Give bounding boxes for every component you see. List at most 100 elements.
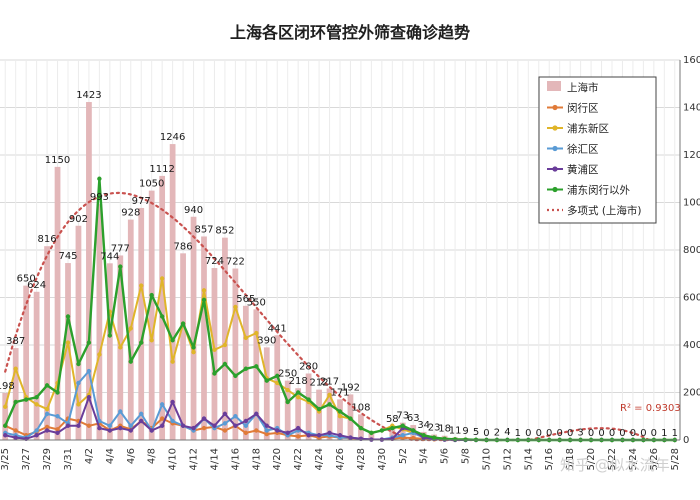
bar-data-label: 390 — [257, 335, 276, 346]
bar-data-label: 108 — [351, 402, 370, 413]
bar-data-label: 58 — [386, 414, 399, 425]
series-point — [264, 378, 269, 383]
bar — [75, 225, 82, 440]
bar-data-label: 9 — [462, 426, 468, 437]
series-point — [285, 430, 290, 436]
bar-data-label: 1 — [672, 428, 678, 439]
series-point — [44, 424, 50, 430]
bar-data-label: 0 — [588, 428, 594, 439]
bar-data-label: 0 — [619, 428, 625, 439]
series-point — [13, 399, 18, 405]
x-tick-label: 3/27 — [21, 448, 32, 470]
series-point — [13, 435, 18, 440]
x-tick-label: 4/2 — [84, 448, 95, 464]
series-point — [159, 416, 165, 421]
series-point — [191, 349, 196, 355]
series-point — [212, 347, 217, 352]
bar — [368, 432, 375, 440]
series-point — [275, 373, 280, 379]
x-tick-label: 5/8 — [461, 448, 472, 464]
bar-data-label: 745 — [58, 251, 77, 262]
x-tick-label: 5/10 — [481, 448, 492, 470]
bar-data-label: 1112 — [149, 164, 174, 175]
bar-data-label: 217 — [320, 376, 339, 387]
series-point — [139, 340, 144, 345]
series-point — [65, 423, 71, 428]
x-tick-label: 5/26 — [649, 448, 660, 470]
series-point — [306, 397, 311, 402]
bar-data-label: 250 — [278, 369, 297, 380]
bar-data-label: 0 — [598, 428, 604, 439]
bar — [190, 216, 197, 440]
legend-label: 浦东新区 — [567, 122, 609, 135]
series-point — [222, 411, 228, 417]
x-tick-label: 4/4 — [105, 448, 116, 464]
x-tick-label: 5/20 — [586, 448, 597, 470]
series-point — [180, 423, 186, 428]
series-point — [306, 433, 311, 438]
bar — [148, 190, 155, 440]
bar-data-label: 816 — [38, 234, 57, 245]
series-point — [390, 425, 395, 431]
series-point — [139, 283, 144, 288]
series-point — [254, 428, 259, 433]
polynomial-trend-line — [4, 191, 676, 442]
legend-label: 上海市 — [567, 81, 599, 94]
bar-data-label: 624 — [27, 280, 46, 291]
bar-data-label: 0 — [546, 428, 552, 439]
series-point — [170, 418, 175, 424]
bar-data-label: 1246 — [160, 132, 185, 143]
bar-data-label: 192 — [341, 382, 360, 393]
series-point — [34, 433, 39, 438]
series-point — [107, 428, 113, 433]
series-point — [170, 338, 175, 343]
bar-data-label: 23 — [428, 423, 441, 434]
series-point — [34, 428, 39, 433]
bar — [65, 263, 71, 440]
bar-data-label: 744 — [100, 251, 119, 262]
series-point — [233, 304, 238, 310]
y-tick-label: 400 — [683, 340, 700, 351]
bar — [222, 237, 228, 440]
series-point — [337, 409, 343, 414]
series-point — [264, 423, 269, 428]
series-point — [23, 397, 29, 402]
bar-data-label: 63 — [407, 413, 420, 424]
bar-data-label: 198 — [0, 381, 15, 392]
series-point — [222, 428, 228, 433]
y-tick-label: 1600 — [683, 55, 700, 66]
x-tick-label: 5/28 — [670, 448, 681, 470]
series-point — [233, 373, 238, 379]
series-point — [254, 411, 259, 417]
bar-data-label: 2 — [494, 428, 500, 439]
series-point — [275, 428, 280, 433]
x-tick-label: 4/14 — [209, 448, 220, 470]
series-point — [128, 428, 133, 433]
bar — [253, 309, 260, 440]
bar-data-label: 928 — [121, 208, 140, 219]
series-point — [13, 428, 18, 433]
bar — [86, 102, 92, 440]
series-point — [139, 411, 144, 417]
bar — [274, 335, 281, 440]
x-tick-label: 4/22 — [293, 448, 304, 470]
legend-swatch-marker — [552, 104, 558, 111]
legend-label: 闵行区 — [567, 102, 599, 115]
series-point — [55, 430, 60, 436]
x-tick-label: 4/18 — [251, 448, 262, 470]
bar-data-label: 724 — [205, 256, 224, 267]
series-point — [411, 428, 416, 433]
series-point — [159, 314, 165, 319]
x-tick-label: 4/6 — [126, 448, 137, 464]
legend-label: 多项式 (上海市) — [567, 204, 642, 217]
series-point — [337, 433, 343, 438]
series-point — [149, 428, 154, 433]
series-point — [243, 430, 249, 436]
bar-data-label: 1 — [515, 428, 521, 439]
series-point — [97, 425, 102, 431]
series-point — [400, 423, 405, 428]
bar — [169, 144, 176, 440]
series-point — [170, 399, 175, 405]
x-tick-label: 3/25 — [0, 448, 11, 470]
